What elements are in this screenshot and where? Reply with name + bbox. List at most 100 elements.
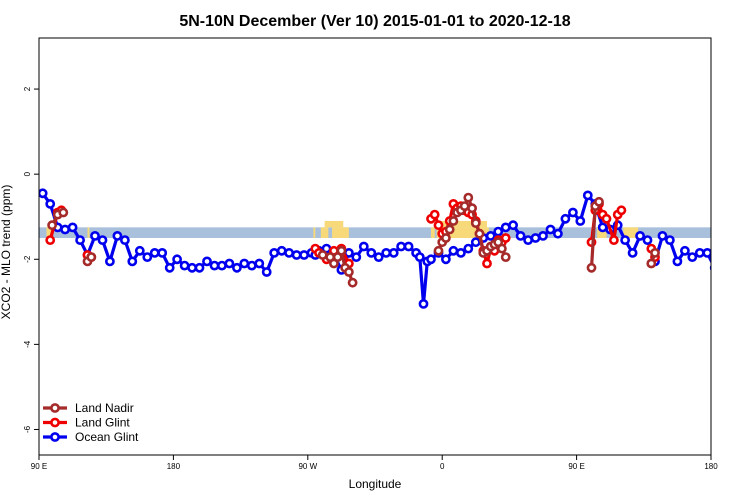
- data-point-land-glint: [429, 209, 440, 220]
- data-point-ocean-glint: [568, 207, 578, 218]
- data-point-ocean-glint: [515, 230, 526, 241]
- series-land-nadir: [47, 192, 660, 288]
- y-axis-label: XCO2 - MLO trend (ppm): [0, 185, 13, 320]
- legend-marker-ocean-glint: [50, 432, 60, 442]
- data-point-ocean-glint: [672, 256, 683, 267]
- data-point-ocean-glint: [680, 245, 690, 256]
- data-point-land-nadir: [58, 207, 69, 218]
- data-point-ocean-glint: [485, 230, 496, 241]
- land-segment-8: [623, 227, 639, 238]
- data-point-ocean-glint: [642, 235, 653, 245]
- data-point-land-nadir: [459, 201, 470, 211]
- land-segment-7: [597, 227, 607, 238]
- x-tick-label: 180: [167, 462, 181, 471]
- data-point-ocean-glint: [269, 247, 280, 258]
- x-tick-label: 90 E: [568, 462, 584, 471]
- data-point-land-glint: [45, 235, 56, 245]
- data-point-ocean-glint: [414, 252, 425, 262]
- land-segment-0: [46, 227, 53, 238]
- data-point-ocean-glint: [396, 241, 406, 252]
- data-point-ocean-glint: [45, 198, 56, 209]
- data-point-ocean-glint: [60, 224, 70, 235]
- data-point-ocean-glint: [246, 260, 257, 271]
- data-point-ocean-glint: [120, 235, 130, 245]
- land-bump-1: [438, 220, 487, 228]
- data-point-ocean-glint: [164, 262, 175, 273]
- data-point-ocean-glint: [530, 233, 541, 243]
- data-point-land-nadir: [496, 243, 507, 254]
- data-point-ocean-glint: [709, 264, 711, 271]
- data-point-land-glint: [601, 213, 612, 224]
- data-point-land-nadir: [594, 196, 604, 207]
- series-ocean-glint: [39, 188, 711, 309]
- data-point-ocean-glint: [627, 247, 638, 258]
- data-point-land-nadir: [467, 203, 477, 214]
- legend-marker-land-nadir: [50, 403, 60, 413]
- data-point-land-nadir: [463, 192, 474, 203]
- land-segment-2: [313, 227, 316, 238]
- data-point-ocean-glint: [90, 230, 100, 241]
- chart-title: 5N-10N December (Ver 10) 2015-01-01 to 2…: [179, 13, 570, 30]
- x-tick-label: 90 E: [31, 462, 47, 471]
- data-point-land-nadir: [448, 216, 459, 226]
- data-point-ocean-glint: [508, 220, 518, 231]
- data-point-ocean-glint: [179, 260, 190, 271]
- y-tick-label: -4: [23, 340, 32, 348]
- data-point-land-nadir: [347, 277, 358, 288]
- data-point-ocean-glint: [582, 190, 593, 201]
- legend-label-ocean-glint: Ocean Glint: [75, 430, 139, 444]
- data-point-ocean-glint: [75, 235, 85, 245]
- data-point-ocean-glint: [127, 256, 138, 267]
- data-point-ocean-glint: [575, 216, 586, 226]
- land-segment-1: [87, 227, 90, 238]
- data-point-ocean-glint: [172, 254, 182, 265]
- data-point-ocean-glint: [291, 250, 302, 260]
- data-point-ocean-glint: [545, 224, 556, 235]
- y-tick-label: -2: [23, 255, 32, 263]
- x-tick-label: 90 W: [298, 462, 317, 471]
- data-point-ocean-glint: [142, 252, 153, 262]
- data-point-land-nadir: [650, 247, 660, 258]
- y-tick-label: -6: [23, 425, 32, 433]
- data-point-land-glint: [609, 235, 619, 245]
- y-tick-label: 0: [23, 171, 32, 176]
- data-point-ocean-glint: [463, 243, 474, 254]
- data-point-ocean-glint: [224, 258, 235, 269]
- land-segment-4: [332, 227, 349, 238]
- data-point-ocean-glint: [493, 226, 504, 237]
- reference-band: [39, 227, 711, 238]
- data-point-land-nadir: [586, 262, 597, 273]
- plot-area: 90 E 180 90 W 0 90 E 180 -6 -4 -2 0 2: [23, 37, 718, 471]
- data-point-ocean-glint: [538, 230, 548, 241]
- data-point-ocean-glint: [261, 267, 272, 277]
- data-point-ocean-glint: [254, 258, 265, 269]
- data-point-ocean-glint: [157, 247, 168, 258]
- data-point-ocean-glint: [597, 222, 608, 233]
- data-point-ocean-glint: [553, 228, 563, 239]
- data-point-land-nadir: [470, 218, 481, 228]
- x-tick-label: 180: [704, 462, 718, 471]
- data-point-land-glint: [433, 220, 444, 231]
- land-segment-6: [436, 227, 489, 238]
- data-point-ocean-glint: [657, 230, 668, 241]
- land-segment-3: [320, 227, 329, 238]
- x-tick-label: 0: [440, 462, 445, 471]
- data-point-ocean-glint: [702, 248, 711, 258]
- data-point-ocean-glint: [403, 241, 414, 252]
- x-axis-label: Longitude: [349, 477, 402, 491]
- data-point-ocean-glint: [97, 235, 108, 245]
- data-point-land-glint: [500, 233, 511, 243]
- data-point-ocean-glint: [216, 260, 227, 271]
- data-point-ocean-glint: [455, 247, 466, 258]
- data-point-ocean-glint: [388, 247, 399, 258]
- data-point-ocean-glint: [620, 235, 630, 245]
- data-point-ocean-glint: [694, 247, 705, 258]
- data-point-land-nadir: [500, 252, 511, 262]
- data-point-land-nadir: [86, 252, 97, 262]
- data-point-ocean-glint: [112, 230, 123, 241]
- data-point-ocean-glint: [418, 298, 429, 309]
- data-point-ocean-glint: [67, 222, 78, 233]
- data-point-ocean-glint: [149, 247, 160, 258]
- data-point-ocean-glint: [381, 247, 392, 258]
